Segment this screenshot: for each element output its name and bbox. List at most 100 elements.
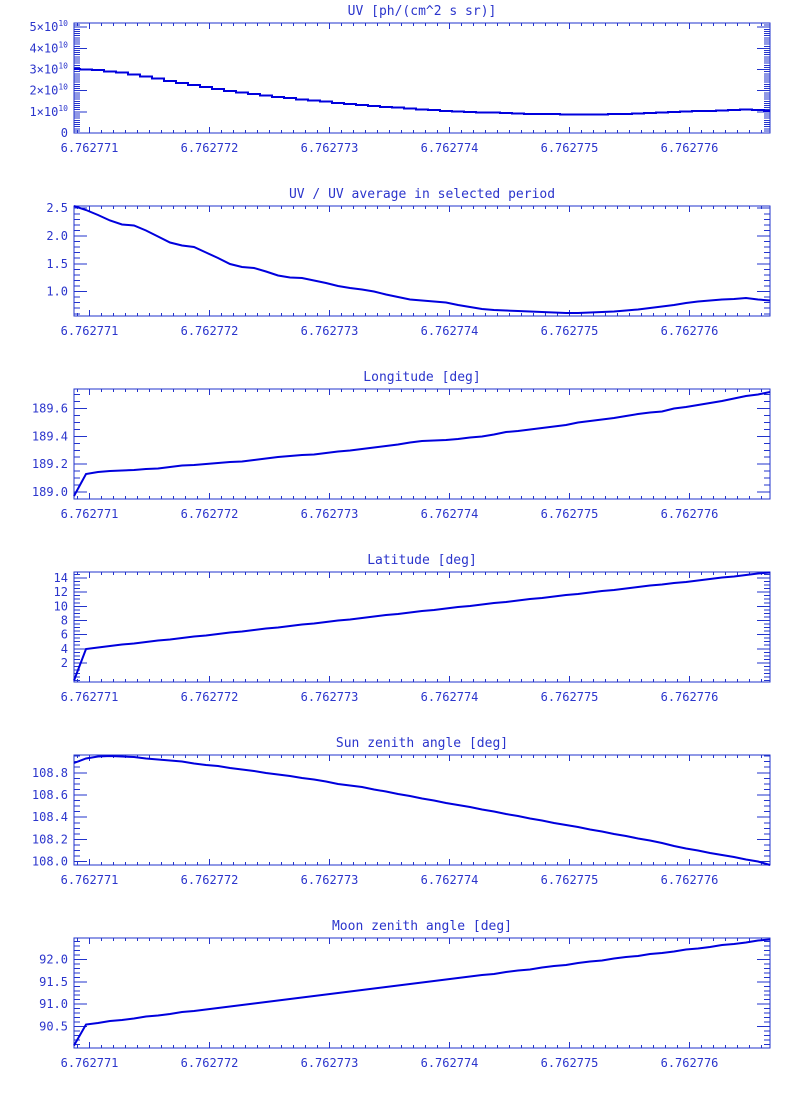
x-axis-tick-label: 6.762771	[61, 507, 119, 521]
x-axis-tick-label: 6.762775	[541, 141, 599, 155]
y-axis-tick-label: 92.0	[39, 953, 68, 967]
x-axis-tick-label: 6.762771	[61, 690, 119, 704]
plot-frame	[73, 754, 771, 866]
data-line	[73, 754, 771, 866]
axis-ticks	[74, 755, 770, 865]
y-axis-tick-label: 3×1010	[29, 62, 68, 77]
y-axis-tick-label: 91.0	[39, 997, 68, 1011]
plot-block-uv-ratio: UV / UV average in selected period 6.7627…	[0, 183, 800, 366]
x-axis-tick-label: 6.762772	[181, 1056, 239, 1070]
y-axis-tick-label: 2.0	[46, 229, 68, 243]
y-axis-tick-label: 2.5	[46, 201, 68, 215]
x-axis-tick-label: 6.762774	[421, 1056, 479, 1070]
y-axis-tick-label: 4	[61, 642, 68, 656]
x-axis-tick-label: 6.762773	[301, 690, 359, 704]
plot-block-uv: UV [ph/(cm^2 s sr)] 6.762771 6.762772 6.762…	[0, 0, 800, 183]
data-line	[73, 571, 771, 681]
plot-frame	[73, 22, 771, 134]
axis-ticks	[74, 572, 770, 682]
x-axis-tick-label: 6.762771	[61, 873, 119, 887]
y-axis-tick-label: 12	[54, 585, 68, 599]
x-axis-tick-label: 6.762771	[61, 324, 119, 338]
y-axis-tick-label: 14	[54, 571, 68, 585]
x-axis-tick-label: 6.762776	[661, 690, 719, 704]
y-axis-tick-label: 90.5	[39, 1020, 68, 1034]
plot-frame	[73, 937, 771, 1049]
plot-sun-zenith: Sun zenith angle [deg] 6.762771 6.762772 6.…	[32, 736, 771, 887]
data-line	[74, 68, 770, 116]
plot-block-latitude: Latitude [deg] 6.762771 6.762772 6.762773 6.…	[0, 549, 800, 732]
y-axis-tick-label: 189.6	[32, 402, 68, 416]
x-axis-tick-label: 6.762776	[661, 141, 719, 155]
x-axis-tick-label: 6.762772	[181, 324, 239, 338]
x-axis-tick-label: 6.762771	[61, 141, 119, 155]
axis-ticks	[74, 938, 770, 1048]
y-axis-tick-label: 108.0	[32, 855, 68, 869]
plot-moon-zenith: Moon zenith angle [deg] 6.762771 6.762772 6…	[39, 919, 771, 1070]
plot-frame	[73, 571, 771, 683]
x-axis-tick-label: 6.762774	[421, 873, 479, 887]
x-axis-tick-label: 6.762773	[301, 324, 359, 338]
plot-title: UV [ph/(cm^2 s sr)]	[348, 4, 497, 19]
plot-title: Moon zenith angle [deg]	[332, 919, 512, 934]
y-axis-tick-label: 2	[61, 656, 68, 670]
plot-title: Longitude [deg]	[363, 370, 480, 385]
x-axis-tick-label: 6.762772	[181, 141, 239, 155]
x-axis-tick-label: 6.762774	[421, 141, 479, 155]
y-axis-tick-label: 5×1010	[29, 19, 68, 34]
y-axis-tick-label: 189.0	[32, 485, 68, 499]
x-axis-tick-label: 6.762772	[181, 507, 239, 521]
plot-longitude: Longitude [deg] 6.762771 6.762772 6.762773 6…	[32, 370, 771, 521]
x-axis-tick-label: 6.762775	[541, 507, 599, 521]
y-axis-tick-label: 4×1010	[29, 41, 68, 56]
x-axis-tick-label: 6.762775	[541, 324, 599, 338]
axis-ticks	[74, 206, 770, 316]
x-axis-tick-label: 6.762772	[181, 873, 239, 887]
x-axis-tick-label: 6.762774	[421, 324, 479, 338]
x-axis-tick-label: 6.762773	[301, 873, 359, 887]
plot-block-moon-zenith: Moon zenith angle [deg] 6.762771 6.762772 6…	[0, 915, 800, 1098]
x-axis-tick-label: 6.762775	[541, 1056, 599, 1070]
x-axis-tick-label: 6.762773	[301, 507, 359, 521]
x-axis-tick-label: 6.762775	[541, 690, 599, 704]
y-axis-tick-label: 189.2	[32, 457, 68, 471]
y-axis-tick-label: 0	[61, 126, 68, 140]
y-axis-tick-label: 189.4	[32, 430, 68, 444]
x-axis-tick-label: 6.762776	[661, 1056, 719, 1070]
data-line	[73, 205, 771, 314]
y-axis-tick-label: 6	[61, 628, 68, 642]
plot-title: UV / UV average in selected period	[289, 187, 555, 202]
x-axis-tick-label: 6.762776	[661, 507, 719, 521]
plot-title: Sun zenith angle [deg]	[336, 736, 508, 751]
y-axis-tick-label: 2×1010	[29, 83, 68, 98]
x-axis-tick-label: 6.762772	[181, 690, 239, 704]
axis-ticks	[74, 22, 770, 134]
y-axis-tick-label: 8	[61, 614, 68, 628]
y-axis-tick-label: 1.5	[46, 257, 68, 271]
y-axis-tick-label: 1×1010	[29, 104, 68, 119]
x-axis-tick-label: 6.762774	[421, 507, 479, 521]
plot-block-sun-zenith: Sun zenith angle [deg] 6.762771 6.762772 6.…	[0, 732, 800, 915]
x-axis-tick-label: 6.762773	[301, 141, 359, 155]
plot-frame	[73, 205, 771, 317]
y-axis-tick-label: 91.5	[39, 975, 68, 989]
y-axis-tick-label: 10	[54, 600, 68, 614]
plot-uv-ratio: UV / UV average in selected period 6.7627…	[46, 187, 771, 338]
x-axis-tick-label: 6.762773	[301, 1056, 359, 1070]
x-axis-tick-label: 6.762776	[661, 324, 719, 338]
plot-frame	[73, 388, 771, 500]
plot-block-longitude: Longitude [deg] 6.762771 6.762772 6.762773 6…	[0, 366, 800, 549]
axis-ticks	[74, 389, 770, 500]
y-axis-tick-label: 108.2	[32, 833, 68, 847]
plot-latitude: Latitude [deg] 6.762771 6.762772 6.762773 6.…	[54, 553, 771, 704]
plot-uv: UV [ph/(cm^2 s sr)] 6.762771 6.762772 6.762…	[29, 4, 771, 155]
y-axis-tick-label: 108.6	[32, 788, 68, 802]
x-axis-tick-label: 6.762775	[541, 873, 599, 887]
data-line	[73, 391, 771, 497]
data-line	[73, 938, 771, 1046]
x-axis-tick-label: 6.762774	[421, 690, 479, 704]
y-axis-tick-label: 108.4	[32, 810, 68, 824]
y-axis-tick-label: 108.8	[32, 766, 68, 780]
x-axis-tick-label: 6.762776	[661, 873, 719, 887]
